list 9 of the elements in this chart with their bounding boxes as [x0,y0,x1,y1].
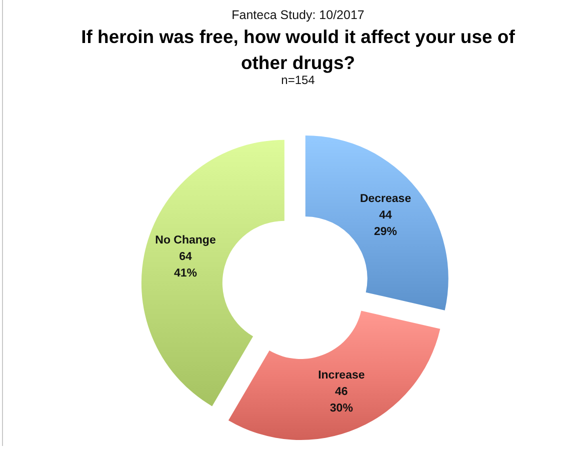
text: Fanteca Study: 10/2017 [232,8,364,22]
slice-label: Decrease [360,193,412,206]
chart-subtitle: n=154 [281,73,316,87]
data-label: 64 41% [174,251,198,280]
slice-label: No Change [155,234,216,247]
data-label: 46 30% [330,386,353,415]
chart-title: If heroin was free, how would it affect your use of other drugs? [81,26,516,73]
slice-label: Increase [318,370,365,382]
data-label: 44 29% [374,210,398,238]
